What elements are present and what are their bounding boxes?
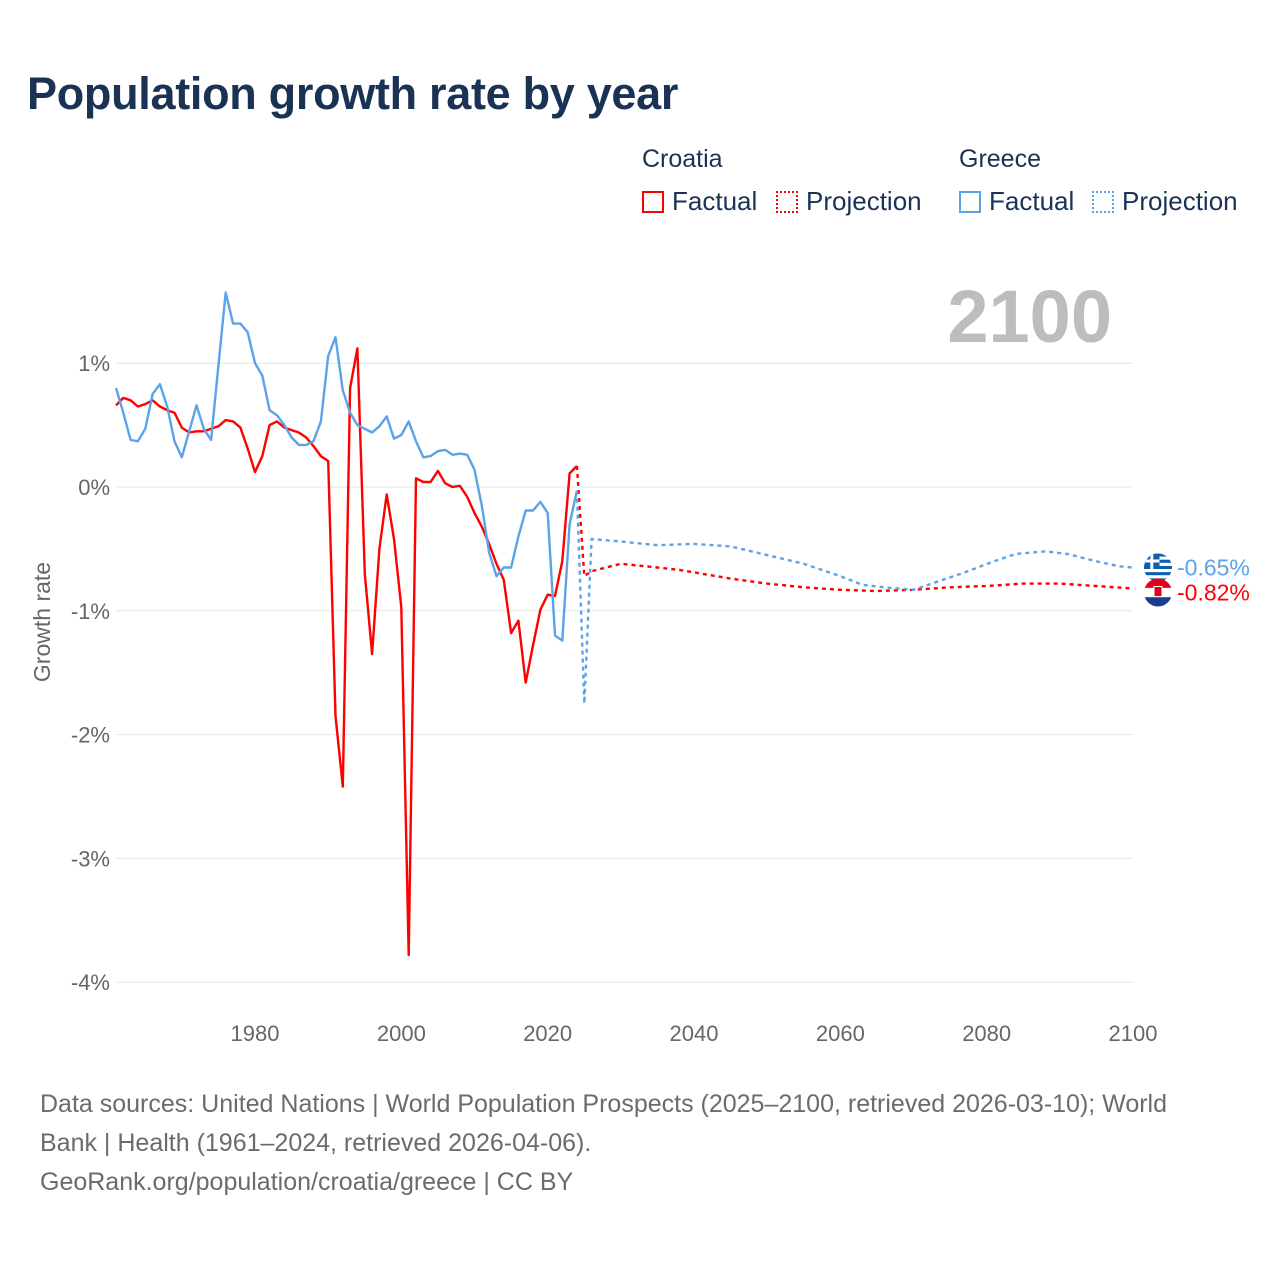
flag-stripe [1144,578,1172,588]
flag-stripe [1144,575,1172,579]
x-tick-label: 2040 [670,1021,719,1046]
series-line-greece-projection [575,490,1134,705]
y-tick-label: -2% [71,723,110,748]
croatia-flag-icon [1144,578,1172,607]
y-tick-label: -4% [71,970,110,995]
flag-shield [1153,586,1163,598]
x-tick-label: 2100 [1109,1021,1158,1046]
footer-sources-line1: Data sources: United Nations | World Pop… [40,1090,1168,1118]
y-axis-label: Growth rate [29,562,55,682]
end-label-greece: -0.65% [1177,554,1250,580]
y-tick-label: 0% [78,475,110,500]
year-display: 2100 [947,275,1112,358]
end-label-croatia: -0.82% [1177,580,1250,606]
legend-group-croatia: Croatia [642,145,723,173]
series-line-croatia-factual [115,347,578,957]
y-tick-label: -1% [71,599,110,624]
legend-label: Projection [1122,186,1238,216]
flag-stripe [1144,569,1172,573]
legend-swatch-solid [642,190,664,213]
y-tick-label: -3% [71,846,110,871]
footer-sources-line2: Bank | Health (1961–2024, retrieved 2026… [40,1129,592,1157]
legend-croatia-factual[interactable]: Factual [642,186,757,217]
x-tick-label: 2060 [816,1021,865,1046]
flag-stripe [1144,572,1172,576]
legend-label: Factual [672,186,758,216]
legend-croatia-projection[interactable]: Projection [776,186,922,217]
legend-swatch-dotted [1092,190,1114,213]
legend-greece-projection[interactable]: Projection [1092,186,1238,217]
legend-group-greece: Greece [959,145,1041,173]
greece-flag-icon [1144,553,1172,582]
footer-link[interactable]: GeoRank.org/population/croatia/greece | … [40,1168,574,1196]
series-line-croatia-projection [575,465,1134,593]
end-marker-croatia [1144,578,1172,607]
x-tick-label: 2080 [962,1021,1011,1046]
y-tick-label: 1% [78,351,110,376]
series-line-greece-factual [114,291,579,642]
x-tick-label: 2020 [523,1021,572,1046]
x-tick-label: 1980 [231,1021,280,1046]
legend-swatch-solid [959,190,981,213]
legend-swatch-dotted [776,190,798,213]
x-tick-label: 2000 [377,1021,426,1046]
legend-greece-factual[interactable]: Factual [959,186,1074,217]
flag-cross [1150,553,1154,569]
legend-label: Factual [989,186,1075,216]
chart-title: Population growth rate by year [27,68,679,119]
flag-stripe [1144,597,1172,607]
end-marker-greece [1144,553,1172,582]
legend-label: Projection [806,186,922,216]
